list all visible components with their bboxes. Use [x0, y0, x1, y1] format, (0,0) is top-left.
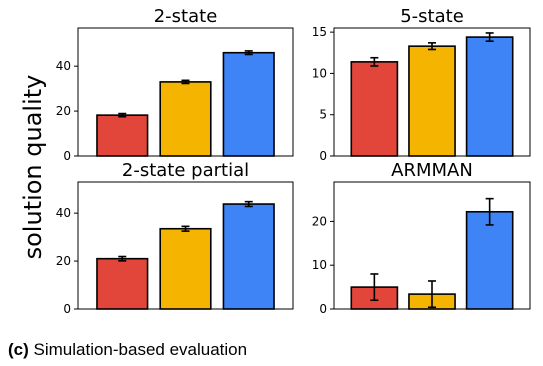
figure: solution quality 2-state 0 20 40 5-state 0 5 10…: [19, 6, 531, 316]
panel-frame-4: [333, 181, 531, 310]
panel-1-ytick-label-1: 20: [56, 104, 71, 118]
panel-4-ytick-label-0: 0: [319, 302, 327, 316]
caption-text: Simulation-based evaluation: [28, 340, 248, 359]
panel-3-bar-3: [222, 203, 275, 310]
panel-1-ytick-label-0: 0: [63, 149, 71, 163]
panel-title-3: 2-state partial: [122, 160, 249, 181]
panel-2-ytick-label-1: 5: [319, 108, 327, 122]
panel-1-ytick-label-2: 40: [56, 59, 71, 73]
panel-1-bar-1: [96, 114, 149, 157]
y-axis-label: solution quality: [19, 75, 47, 260]
panel-4-ytick-label-1: 10: [312, 258, 327, 272]
panel-4-ytick-label-2: 20: [312, 214, 327, 228]
panel-3-ytick-label-1: 20: [56, 254, 71, 268]
panel-3-ytick-label-2: 40: [56, 206, 71, 220]
panel-frame-3: [77, 181, 294, 310]
panel-3-bar-1: [96, 257, 149, 310]
panel-2-ytick-label-0: 0: [319, 149, 327, 163]
panel-3-ytick-label-0: 0: [63, 302, 71, 316]
figure-caption: (c) Simulation-based evaluation: [8, 340, 247, 360]
panel-frame-1: [77, 27, 294, 157]
panel-title-2: 5-state: [400, 6, 464, 27]
panel-1-bar-3: [222, 51, 275, 157]
panel-2-bar-3: [465, 36, 514, 157]
panel-title-1: 2-state: [154, 6, 218, 27]
panel-2-bar-2: [408, 45, 456, 157]
panel-1-bar-2: [159, 81, 212, 157]
panel-2-ytick-label-2: 10: [312, 66, 327, 80]
caption-label: (c): [8, 340, 29, 359]
panel-frame-2: [333, 27, 531, 157]
panel-2-bar-1: [350, 61, 399, 157]
panel-4-bar-3: [465, 210, 514, 310]
panel-2-ytick-label-3: 15: [312, 25, 327, 39]
panel-title-4: ARMMAN: [391, 160, 473, 181]
panel-3-bar-2: [159, 227, 212, 310]
